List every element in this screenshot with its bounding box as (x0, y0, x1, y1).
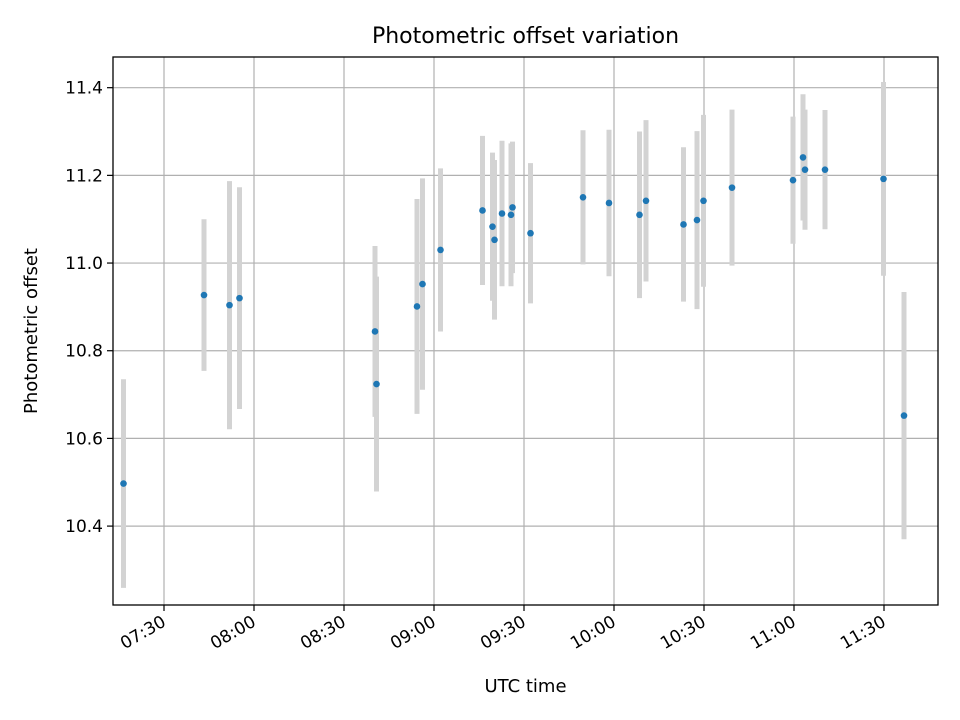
data-point (700, 197, 707, 205)
data-point (680, 221, 687, 228)
data-point (821, 166, 829, 173)
data-point (479, 207, 486, 214)
chart-title: Photometric offset variation (372, 24, 679, 49)
data-point (801, 166, 809, 173)
x-tick-label: 09:30 (477, 612, 529, 654)
data-point (120, 480, 127, 487)
y-tick-label: 10.4 (65, 517, 103, 537)
data-point (799, 154, 807, 161)
x-tick-label: 07:30 (117, 612, 169, 654)
data-point (507, 211, 515, 219)
data-point (509, 204, 516, 211)
y-tick-label: 10.8 (65, 342, 103, 362)
data-series (120, 81, 908, 588)
data-point (413, 303, 421, 310)
grid (113, 57, 938, 605)
y-tick-label: 11.4 (65, 79, 103, 99)
data-point (491, 236, 498, 244)
data-point (579, 193, 587, 201)
y-tick-label: 11.0 (65, 254, 103, 274)
y-axis-label: Photometric offset (21, 248, 42, 414)
data-point (226, 301, 233, 309)
data-point (419, 280, 426, 288)
x-tick-label: 08:30 (297, 612, 349, 654)
plot-frame (112, 56, 939, 606)
x-tick-label: 08:00 (207, 612, 259, 654)
data-point (728, 184, 736, 191)
data-point (437, 246, 444, 254)
data-point (789, 176, 797, 184)
axis-ticks: 07:30 08:00 08:30 09:00 09:30 10:00 10:30 11:00… (65, 79, 889, 654)
data-point (489, 223, 496, 230)
data-point (636, 211, 643, 219)
x-axis-label: UTC time (484, 676, 566, 697)
y-tick-label: 10.6 (65, 429, 103, 449)
data-point (527, 229, 534, 237)
data-point (693, 216, 701, 224)
y-tick-label: 11.2 (65, 166, 103, 186)
x-tick-label: 09:00 (387, 612, 439, 654)
data-point (236, 294, 243, 302)
data-point (642, 197, 650, 205)
x-tick-label: 11:30 (837, 612, 889, 654)
x-tick-label: 10:30 (657, 612, 709, 654)
data-point (498, 210, 506, 217)
data-point (200, 291, 208, 299)
data-point (373, 380, 380, 388)
x-tick-label: 11:00 (747, 612, 799, 654)
x-tick-label: 10:00 (567, 612, 619, 654)
data-point (880, 175, 887, 183)
data-point (900, 412, 908, 419)
data-point (605, 199, 613, 207)
data-point (371, 328, 379, 335)
